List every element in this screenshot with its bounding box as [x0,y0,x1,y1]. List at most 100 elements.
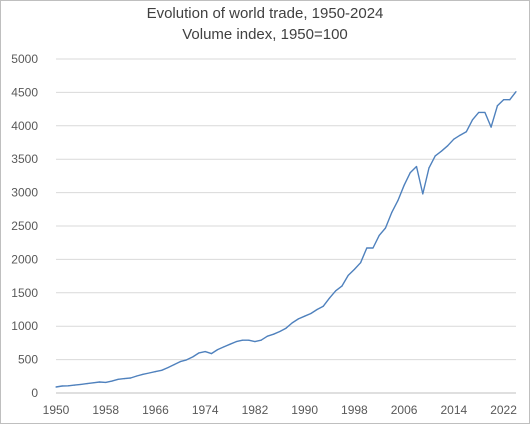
y-tick-label: 1000 [11,319,38,333]
data-point [210,352,213,355]
data-point [74,384,76,386]
data-point [422,193,424,195]
x-tick-label: 1974 [192,403,219,417]
data-point [198,352,200,354]
data-point [391,212,393,214]
x-tick-label: 1998 [341,403,368,417]
x-tick-label: 1982 [242,403,269,417]
data-point [347,274,349,277]
data-point [316,308,318,311]
data-point [304,315,306,317]
y-tick-label: 2000 [11,252,38,266]
series-line [55,91,517,388]
data-point [353,268,355,271]
y-tick-label: 2500 [11,219,38,233]
y-tick-label: 3000 [11,186,38,200]
data-point [173,364,175,366]
data-point [415,165,418,168]
data-point [409,171,411,174]
x-tick-label: 1966 [142,403,169,417]
data-point [359,262,362,264]
data-point [471,119,474,121]
data-point [341,285,343,287]
data-point [397,200,399,202]
data-point [80,383,82,386]
data-point [98,381,101,383]
data-point [335,290,337,292]
x-tick-label: 1990 [291,403,318,417]
data-point [490,126,492,128]
x-tick-label: 2022 [490,403,517,417]
chart-subtitle: Volume index, 1950=100 [182,26,348,43]
data-point [453,138,455,140]
x-tick-label: 1950 [43,403,70,417]
data-point [285,327,287,329]
chart-title: Evolution of world trade, 1950-2024 [146,5,384,22]
series-layer [55,91,517,388]
data-point [86,383,88,385]
data-point [235,340,237,343]
data-point [136,375,138,377]
data-point [509,99,511,101]
data-point [148,372,150,374]
data-point [372,247,374,249]
data-point [217,348,219,351]
data-point [260,339,262,341]
data-point [378,234,380,236]
x-tick-label: 2006 [391,403,418,417]
data-point [67,385,70,387]
data-point [92,382,94,384]
y-tick-label: 0 [31,386,38,400]
data-point [223,346,225,348]
data-point [484,111,486,114]
data-point [502,99,505,101]
data-point [254,340,256,343]
data-point [266,335,268,337]
x-tick-label: 1958 [92,403,119,417]
y-tick-label: 3500 [11,152,38,166]
data-point [447,145,449,147]
data-point [434,155,436,157]
data-point [428,167,430,169]
y-tick-label: 500 [18,353,38,367]
y-tick-label: 5000 [11,52,38,66]
data-point [111,380,113,382]
gridlines [56,58,516,394]
data-point [478,111,480,114]
data-point [465,131,467,133]
data-point [272,333,275,335]
data-point [496,105,498,107]
data-point [229,343,231,345]
data-point [241,339,244,341]
data-point [185,359,188,361]
y-tick-label: 4500 [11,85,38,99]
y-axis-tick-labels: 0 500 1000 1500 2000 2500 3000 3500 4000 4500 5000 [11,52,38,400]
data-point [61,385,63,387]
data-point [310,312,312,315]
data-point [105,381,107,384]
data-point [167,367,169,369]
data-point [117,378,119,380]
data-point [154,371,157,373]
data-point [129,377,132,379]
data-point [366,247,368,249]
y-tick-label: 4000 [11,119,38,133]
data-point [179,361,181,363]
data-point [161,369,163,371]
data-point [142,373,144,375]
data-point [328,297,331,299]
data-point [192,356,194,358]
data-point [297,318,300,320]
chart-title-block: Evolution of world trade, 1950-2024 Volu… [1,3,529,45]
x-tick-label: 2014 [440,403,467,417]
data-point [384,227,387,229]
data-point [55,386,57,388]
x-axis-tick-labels: 1950 1958 1966 1974 1982 1990 1998 2006 2014 2022 [43,403,518,417]
data-point [403,184,405,186]
data-point [515,91,517,93]
data-point [204,350,206,353]
data-point [291,322,293,324]
y-tick-label: 1500 [11,286,38,300]
